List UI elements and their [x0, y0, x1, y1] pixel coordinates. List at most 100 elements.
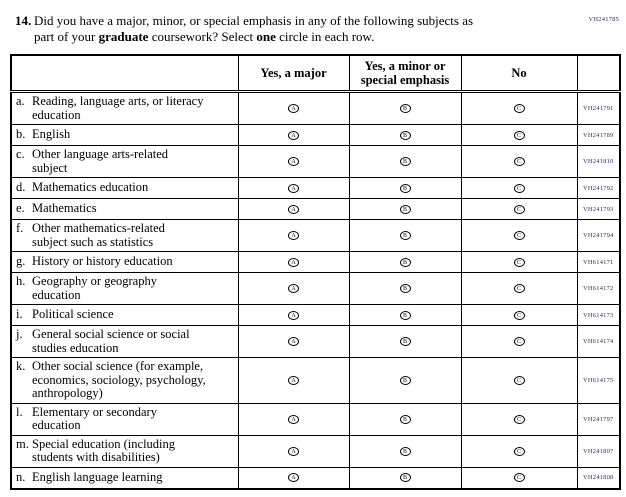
cell-no: C	[460, 145, 578, 178]
bubble-yes-major[interactable]: A	[288, 310, 299, 320]
bubble-no[interactable]: C	[513, 446, 525, 456]
bubble-no[interactable]: C	[513, 130, 525, 140]
question-number: 14.	[15, 13, 32, 28]
row-label: Mathematics education	[32, 180, 149, 195]
row-letter: i.	[16, 307, 23, 322]
bubble-no[interactable]: C	[513, 204, 525, 214]
subject-cell: e. Mathematics	[10, 198, 239, 220]
bubble-no[interactable]: C	[513, 414, 525, 424]
bubble-yes-minor[interactable]: B	[399, 284, 411, 294]
row-letter: h.	[16, 274, 26, 288]
bubble-yes-major[interactable]: A	[288, 204, 299, 214]
subject-cell: d. Mathematics education	[10, 177, 239, 199]
bubble-no[interactable]: C	[513, 231, 525, 241]
row-label: Mathematics	[32, 201, 97, 216]
row-letter: n.	[16, 469, 26, 484]
bubble-no[interactable]: C	[513, 257, 525, 267]
question-14: 14. Did you have a major, minor, or spec…	[15, 13, 612, 45]
bubble-yes-minor[interactable]: B	[399, 337, 411, 347]
bubble-no[interactable]: C	[513, 284, 525, 294]
subject-cell: j. General social science or social stud…	[10, 325, 239, 358]
table-row: h. Geography or geography education A B …	[10, 272, 621, 305]
bubble-yes-minor[interactable]: B	[399, 446, 411, 456]
bubble-yes-minor[interactable]: B	[399, 310, 411, 320]
cell-yes-minor: B	[348, 251, 462, 273]
col-header-code	[576, 54, 621, 93]
bubble-yes-major[interactable]: A	[288, 104, 299, 114]
row-letter: g.	[16, 254, 26, 269]
row-code: VH241789	[576, 124, 621, 146]
table-row: i. Political science A B C VH614173	[10, 304, 621, 326]
row-code: VH614174	[576, 325, 621, 358]
row-code: VH241793	[576, 198, 621, 220]
row-label: English language learning	[32, 469, 163, 484]
bubble-no[interactable]: C	[513, 104, 525, 114]
row-label: English	[32, 127, 71, 142]
cell-yes-minor: B	[348, 357, 462, 404]
table-row: d. Mathematics education A B C VH241792	[10, 177, 621, 199]
row-code: VH241791	[576, 91, 621, 125]
bubble-yes-minor[interactable]: B	[399, 376, 411, 386]
bubble-yes-minor[interactable]: B	[399, 104, 411, 114]
bubble-yes-minor[interactable]: B	[399, 130, 411, 140]
col-header-yes-minor: Yes, a minor or special emphasis	[348, 54, 462, 93]
subject-cell: f. Other mathematics-related subject suc…	[10, 219, 239, 252]
row-label: Reading, language arts, or literacy educ…	[32, 94, 204, 122]
bubble-no[interactable]: C	[513, 473, 525, 483]
bubble-yes-minor[interactable]: B	[399, 231, 411, 241]
bubble-yes-major[interactable]: A	[288, 231, 299, 241]
row-label: Political science	[32, 307, 114, 322]
table-row: l. Elementary or secondary education A B…	[10, 402, 621, 436]
bubble-yes-major[interactable]: A	[288, 183, 299, 193]
bubble-yes-major[interactable]: A	[288, 157, 299, 167]
bubble-yes-minor[interactable]: B	[399, 157, 411, 167]
bubble-yes-major[interactable]: A	[288, 337, 299, 347]
row-code: VH241810	[576, 145, 621, 178]
row-letter: m.	[16, 436, 29, 451]
subject-cell: a. Reading, language arts, or literacy e…	[10, 91, 239, 125]
bubble-no[interactable]: C	[513, 337, 525, 347]
subject-cell: h. Geography or geography education	[10, 272, 239, 305]
bubble-no[interactable]: C	[513, 376, 525, 386]
cell-yes-minor: B	[348, 402, 462, 436]
bubble-yes-major[interactable]: A	[288, 130, 299, 140]
bubble-yes-major[interactable]: A	[288, 414, 299, 424]
cell-yes-minor: B	[348, 325, 462, 358]
row-label: Other mathematics-related subject such a…	[32, 221, 165, 249]
question-text: Did you have a major, minor, or special …	[34, 13, 474, 44]
cell-yes-minor: B	[348, 466, 462, 489]
row-label: Other social science (for example, econo…	[32, 359, 206, 400]
bubble-yes-minor[interactable]: B	[399, 183, 411, 193]
bubble-yes-major[interactable]: A	[288, 284, 299, 294]
bubble-no[interactable]: C	[513, 310, 525, 320]
bubble-yes-major[interactable]: A	[288, 376, 299, 386]
row-letter: j.	[16, 327, 23, 341]
bubble-yes-major[interactable]: A	[288, 257, 299, 267]
cell-yes-minor: B	[348, 198, 462, 220]
subject-cell: m. Special education (including students…	[10, 434, 239, 468]
cell-no: C	[460, 357, 578, 404]
bubble-yes-minor[interactable]: B	[399, 473, 411, 483]
cell-yes-major: A	[237, 251, 350, 273]
row-code: VH241797	[576, 402, 621, 436]
table-row: n. English language learning A B C VH241…	[10, 466, 621, 489]
row-code: VH614173	[576, 304, 621, 326]
cell-yes-minor: B	[348, 177, 462, 199]
bubble-yes-minor[interactable]: B	[399, 414, 411, 424]
cell-yes-minor: B	[348, 145, 462, 178]
bubble-no[interactable]: C	[513, 183, 525, 193]
row-code: VH241794	[576, 219, 621, 252]
row-code: VH241807	[576, 434, 621, 468]
bubble-yes-major[interactable]: A	[288, 473, 299, 483]
cell-yes-minor: B	[348, 272, 462, 305]
bubble-yes-minor[interactable]: B	[399, 204, 411, 214]
header-row: Yes, a major Yes, a minor or special emp…	[10, 54, 621, 93]
row-letter: f.	[16, 221, 24, 235]
bubble-yes-major[interactable]: A	[288, 446, 299, 456]
cell-yes-major: A	[237, 198, 350, 220]
cell-no: C	[460, 198, 578, 220]
cell-yes-minor: B	[348, 434, 462, 468]
bubble-yes-minor[interactable]: B	[399, 257, 411, 267]
bubble-no[interactable]: C	[513, 157, 525, 167]
table-row: g. History or history education A B C VH…	[10, 251, 621, 273]
